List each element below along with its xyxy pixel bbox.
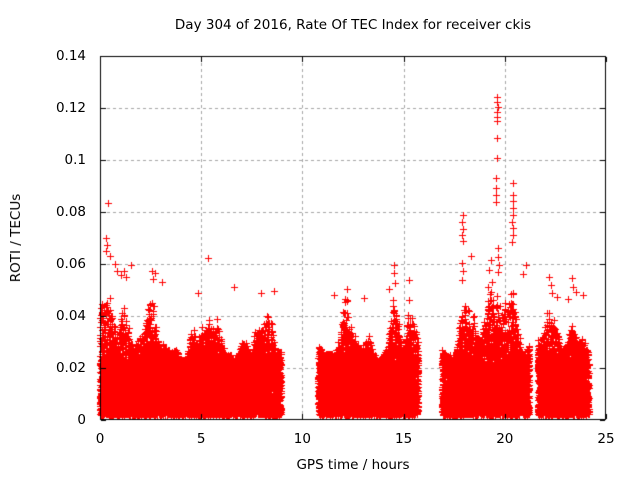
chart-title: Day 304 of 2016, Rate Of TEC Index for r… <box>174 17 532 33</box>
x-tick-label: 5 <box>196 431 206 447</box>
x-tick-label: 0 <box>95 431 105 447</box>
y-tick-label: 0.06 <box>55 256 86 272</box>
y-tick-label: 0.1 <box>64 152 86 168</box>
x-axis-label: GPS time / hours <box>296 457 410 473</box>
y-tick-label: 0 <box>77 412 86 428</box>
x-tick-label: 10 <box>293 431 311 447</box>
x-tick-label: 15 <box>395 431 413 447</box>
x-tick-label: 20 <box>496 431 514 447</box>
y-tick-label: 0.14 <box>55 48 86 64</box>
x-tick-label: 25 <box>597 431 615 447</box>
y-tick-label: 0.12 <box>55 100 86 116</box>
y-tick-label: 0.02 <box>55 360 86 376</box>
y-tick-label: 0.08 <box>55 204 86 220</box>
y-tick-label: 0.04 <box>55 308 86 324</box>
